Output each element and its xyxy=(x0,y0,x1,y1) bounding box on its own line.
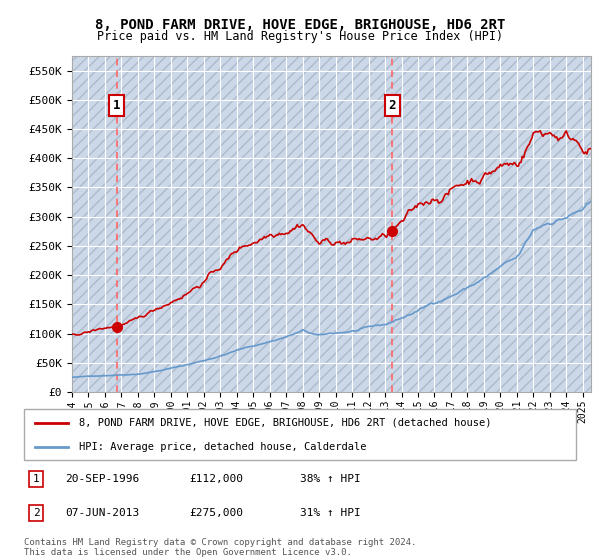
Text: 20-SEP-1996: 20-SEP-1996 xyxy=(65,474,140,484)
FancyBboxPatch shape xyxy=(24,409,576,460)
Text: 1: 1 xyxy=(33,474,40,484)
Text: 1: 1 xyxy=(113,99,121,112)
Text: £275,000: £275,000 xyxy=(190,508,244,518)
Text: 38% ↑ HPI: 38% ↑ HPI xyxy=(300,474,361,484)
Text: 2: 2 xyxy=(33,508,40,518)
Text: Contains HM Land Registry data © Crown copyright and database right 2024.
This d: Contains HM Land Registry data © Crown c… xyxy=(24,538,416,557)
Text: Price paid vs. HM Land Registry's House Price Index (HPI): Price paid vs. HM Land Registry's House … xyxy=(97,30,503,43)
Text: HPI: Average price, detached house, Calderdale: HPI: Average price, detached house, Cald… xyxy=(79,442,367,452)
Text: 8, POND FARM DRIVE, HOVE EDGE, BRIGHOUSE, HD6 2RT: 8, POND FARM DRIVE, HOVE EDGE, BRIGHOUSE… xyxy=(95,18,505,32)
Text: 2: 2 xyxy=(389,99,396,112)
Text: 07-JUN-2013: 07-JUN-2013 xyxy=(65,508,140,518)
Text: 8, POND FARM DRIVE, HOVE EDGE, BRIGHOUSE, HD6 2RT (detached house): 8, POND FARM DRIVE, HOVE EDGE, BRIGHOUSE… xyxy=(79,418,492,428)
Text: £112,000: £112,000 xyxy=(190,474,244,484)
Text: 31% ↑ HPI: 31% ↑ HPI xyxy=(300,508,361,518)
